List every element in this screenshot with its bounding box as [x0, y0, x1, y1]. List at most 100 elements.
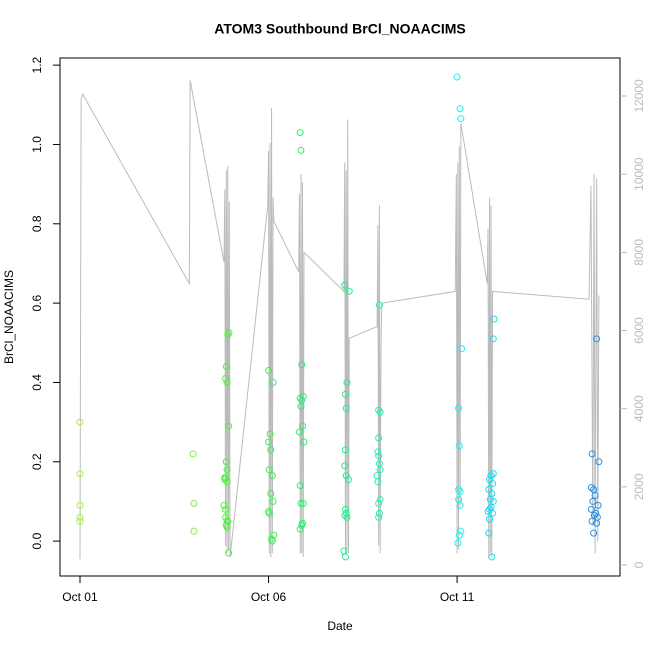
point [76, 418, 84, 426]
point [190, 499, 198, 507]
point [299, 499, 307, 507]
point [298, 361, 306, 369]
point [342, 472, 350, 480]
point [342, 509, 350, 517]
point [375, 301, 383, 309]
point [269, 497, 277, 505]
point [297, 146, 305, 154]
point [223, 523, 231, 531]
point [376, 466, 384, 474]
point [341, 446, 349, 454]
x-tick-label: Oct 06 [251, 590, 287, 604]
point [489, 335, 497, 343]
point [76, 501, 84, 509]
point [341, 553, 349, 561]
point [298, 422, 306, 430]
point [342, 404, 350, 412]
point [455, 404, 463, 412]
point [456, 488, 464, 496]
point [268, 535, 276, 543]
point [343, 378, 351, 386]
point [376, 495, 384, 503]
plot-box [59, 57, 621, 577]
point [455, 531, 463, 539]
point [591, 491, 599, 499]
point [375, 460, 383, 468]
point [223, 478, 231, 486]
point [588, 450, 596, 458]
y-tick-label: 0.2 [30, 453, 44, 470]
point [340, 547, 348, 555]
point [225, 329, 233, 337]
point [489, 480, 497, 488]
point [265, 367, 273, 375]
point [374, 478, 382, 486]
point [595, 458, 603, 466]
point [489, 470, 497, 478]
y2-tick-label: 12000 [632, 79, 646, 113]
point [485, 529, 493, 537]
point [375, 509, 383, 517]
point [76, 517, 84, 525]
point [297, 499, 305, 507]
point [487, 472, 495, 480]
point [592, 509, 600, 517]
point [490, 315, 498, 323]
point [587, 484, 595, 492]
point [593, 335, 601, 343]
point [341, 462, 349, 470]
point [300, 438, 308, 446]
y-tick-label: 1.0 [30, 136, 44, 153]
point [225, 422, 233, 430]
y2-tick-label: 8000 [632, 239, 646, 266]
point [267, 446, 275, 454]
point [374, 448, 382, 456]
point [222, 505, 230, 513]
point [375, 499, 383, 507]
y2-tick-label: 10000 [632, 157, 646, 191]
point [589, 497, 597, 505]
point [588, 517, 596, 525]
x-tick-label: Oct 11 [440, 590, 475, 604]
point [223, 466, 231, 474]
point [345, 287, 353, 295]
point [344, 476, 352, 484]
y-tick-label: 0.0 [30, 532, 44, 549]
point [455, 442, 463, 450]
point [296, 129, 304, 137]
point [343, 513, 351, 521]
point [341, 281, 349, 289]
y-axis-label: BrCl_NOAACIMS [2, 270, 16, 364]
point [222, 374, 230, 382]
line-series [79, 80, 600, 560]
point [594, 501, 602, 509]
x-tick-label: Oct 01 [62, 590, 98, 604]
point [489, 509, 497, 517]
point [220, 501, 228, 509]
point [297, 402, 305, 410]
point [265, 438, 273, 446]
point [298, 519, 306, 527]
point [375, 406, 383, 414]
point [222, 363, 230, 371]
point [189, 450, 197, 458]
y2-tick-label: 6000 [632, 317, 646, 344]
point [268, 472, 276, 480]
point [267, 490, 275, 498]
point [265, 466, 273, 474]
point [76, 513, 84, 521]
point [587, 505, 595, 513]
point [76, 470, 84, 478]
point [341, 390, 349, 398]
point [455, 486, 463, 494]
point [296, 482, 304, 490]
point [488, 553, 496, 561]
point [590, 529, 598, 537]
y2-tick-label: 0 [632, 561, 646, 568]
point [457, 527, 465, 535]
point [593, 519, 601, 527]
point [375, 434, 383, 442]
point [375, 513, 383, 521]
point [456, 105, 464, 113]
